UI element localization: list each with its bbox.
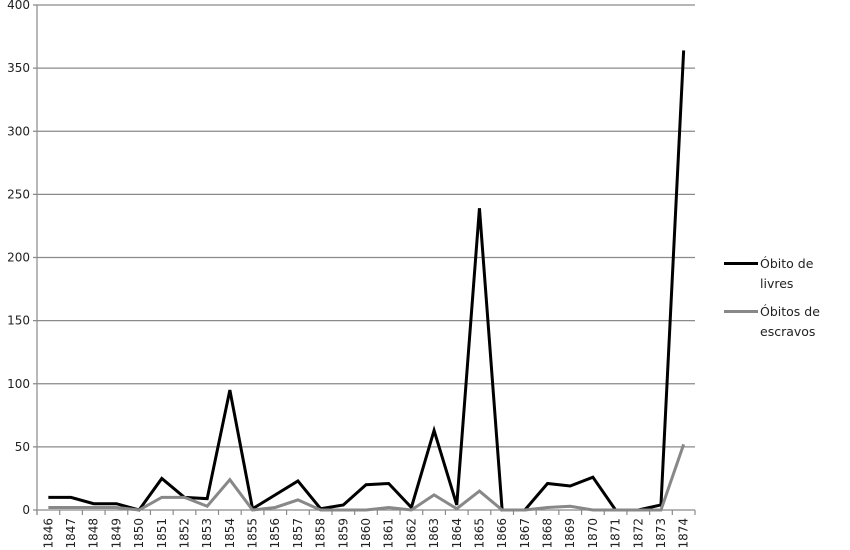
x-tick-label: 1868 [541,518,555,549]
x-tick-label: 1872 [631,518,645,549]
x-tick-label: 1856 [268,518,282,549]
x-tick-label: 1861 [382,518,396,549]
x-tick-label: 1874 [677,518,691,549]
legend-label-escravos: Óbitos de escravos [760,304,820,339]
legend-swatch-escravos [724,310,758,313]
y-tick-label: 0 [22,503,30,517]
x-tick-label: 1854 [223,518,237,549]
y-tick-label: 400 [7,0,30,12]
series-line-1 [48,443,686,512]
legend-swatch-livres [724,262,758,265]
x-tick-label: 1865 [472,518,486,549]
x-tick-label: 1846 [41,518,55,549]
y-tick-label: 150 [7,314,30,328]
y-tick-label: 300 [7,124,30,138]
x-tick-label: 1858 [314,518,328,549]
x-tick-label: 1862 [404,518,418,549]
legend-label-livres: Óbito de livres [760,256,814,291]
x-tick-label: 1851 [155,518,169,549]
y-tick-label: 250 [7,187,30,201]
series-line-0 [48,50,686,512]
x-tick-label: 1873 [654,518,668,549]
y-tick-label: 200 [7,251,30,265]
x-tick-label: 1860 [359,518,373,549]
x-tick-label: 1855 [246,518,260,549]
x-tick-label: 1857 [291,518,305,549]
x-tick-label: 1847 [64,518,78,549]
x-tick-label: 1848 [87,518,101,549]
x-tick-label: 1863 [427,518,441,549]
x-tick-label: 1871 [609,518,623,549]
y-tick-label: 350 [7,61,30,75]
x-tick-label: 1870 [586,518,600,549]
x-tick-label: 1849 [109,518,123,549]
x-tick-label: 1852 [177,518,191,549]
x-tick-label: 1869 [563,518,577,549]
y-tick-label: 100 [7,377,30,391]
x-tick-label: 1859 [336,518,350,549]
x-tick-label: 1866 [495,518,509,549]
legend-item-livres: Óbito de livres [724,254,850,294]
x-tick-label: 1850 [132,518,146,549]
y-tick-label: 50 [15,440,30,454]
x-tick-label: 1867 [518,518,532,549]
x-tick-label: 1853 [200,518,214,549]
x-tick-label: 1864 [450,518,464,549]
legend-item-escravos: Óbitos de escravos [724,302,850,342]
